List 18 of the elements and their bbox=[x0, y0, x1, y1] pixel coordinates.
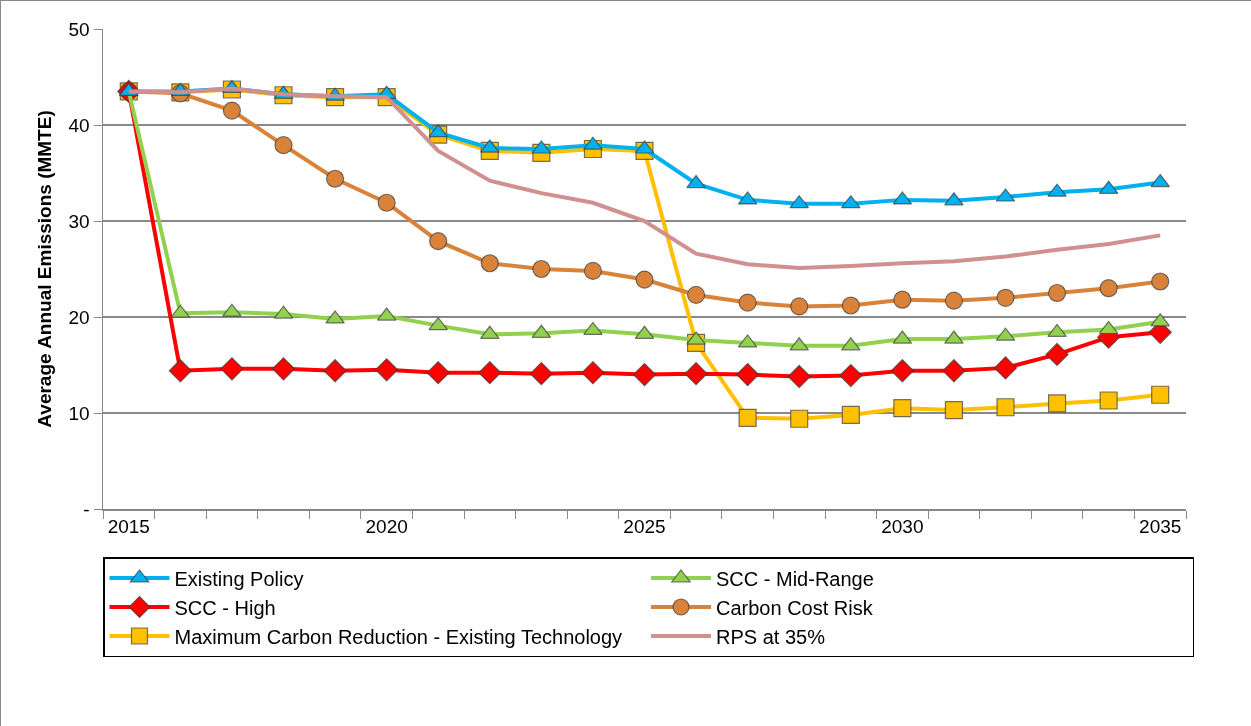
legend-label: Maximum Carbon Reduction - Existing Technology bbox=[174, 625, 623, 648]
legend-label: Existing Policy bbox=[174, 567, 304, 590]
legend-label: SCC - High bbox=[174, 596, 276, 619]
y-axis-title: Average Annual Emissions (MMTE) bbox=[33, 110, 55, 428]
y-tick-label: 40 bbox=[68, 114, 90, 136]
legend-label: Carbon Cost Risk bbox=[716, 596, 874, 619]
legend-label: RPS at 35% bbox=[716, 625, 826, 648]
x-tick-label: 2035 bbox=[1139, 516, 1182, 538]
x-tick-label: 2020 bbox=[365, 516, 408, 538]
y-tick-label: - bbox=[83, 498, 90, 520]
y-tick-label: 10 bbox=[68, 402, 90, 424]
legend-label: SCC - Mid-Range bbox=[716, 567, 874, 590]
y-tick-label: 20 bbox=[68, 306, 90, 328]
x-tick-label: 2025 bbox=[623, 516, 666, 538]
x-tick-label: 2030 bbox=[881, 516, 924, 538]
y-tick-label: 30 bbox=[68, 210, 90, 232]
y-tick-label: 50 bbox=[68, 18, 90, 40]
x-tick-label: 2015 bbox=[107, 516, 150, 538]
